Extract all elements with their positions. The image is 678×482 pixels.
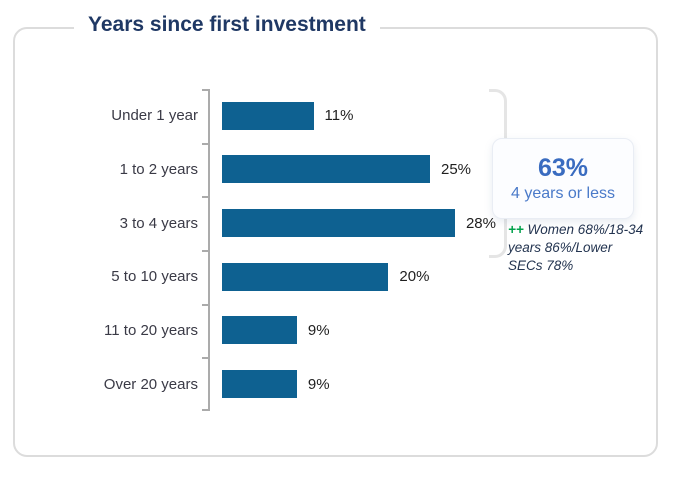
value-label: 25% (441, 160, 472, 178)
bar-row: 11 to 20 years 9% (30, 304, 500, 358)
bar-row: Under 1 year 11% (30, 89, 500, 143)
subgroup-annotation: ++ Women 68%/18-34 years 86%/Lower SECs … (508, 221, 650, 274)
axis-tick (202, 303, 208, 306)
category-label: 1 to 2 years (119, 160, 198, 178)
bar (222, 101, 314, 130)
axis-tick (202, 196, 208, 199)
callout-box: 63% 4 years or less (492, 138, 634, 219)
category-label: 5 to 10 years (111, 268, 198, 286)
axis-tick (202, 409, 208, 412)
bar (222, 262, 389, 291)
category-label: 3 to 4 years (119, 214, 198, 232)
bar (222, 209, 455, 238)
category-axis (202, 89, 210, 412)
axis-tick (202, 250, 208, 252)
subgroup-annotation-text: Women 68%/18-34 years 86%/Lower SECs 78% (508, 222, 644, 273)
bar (222, 370, 297, 399)
bar-row: 3 to 4 years 28% (30, 196, 500, 250)
value-label: 9% (307, 375, 330, 393)
axis-tick (202, 89, 208, 91)
category-label: Under 1 year (111, 107, 198, 125)
category-label: 11 to 20 years (104, 321, 198, 339)
callout-label: 4 years or less (510, 185, 616, 202)
axis-tick (202, 142, 208, 145)
chart-title: Years since first investment (74, 13, 380, 37)
significance-marker-icon: ++ (508, 222, 524, 237)
value-label: 20% (399, 268, 430, 286)
value-label: 11% (324, 107, 354, 125)
value-label: 28% (465, 214, 496, 232)
axis-tick (202, 357, 208, 360)
category-label: Over 20 years (103, 375, 198, 393)
bar-rows: Under 1 year 11% 1 to 2 years 25% 3 to 4… (30, 89, 500, 411)
callout-value: 63% (537, 154, 589, 182)
bar-row: 1 to 2 years 25% (30, 143, 500, 197)
bar-row: 5 to 10 years 20% (30, 250, 500, 304)
value-label: 9% (307, 321, 330, 339)
bar (222, 155, 430, 184)
bar (222, 316, 297, 345)
bar-row: Over 20 years 9% (30, 357, 500, 411)
